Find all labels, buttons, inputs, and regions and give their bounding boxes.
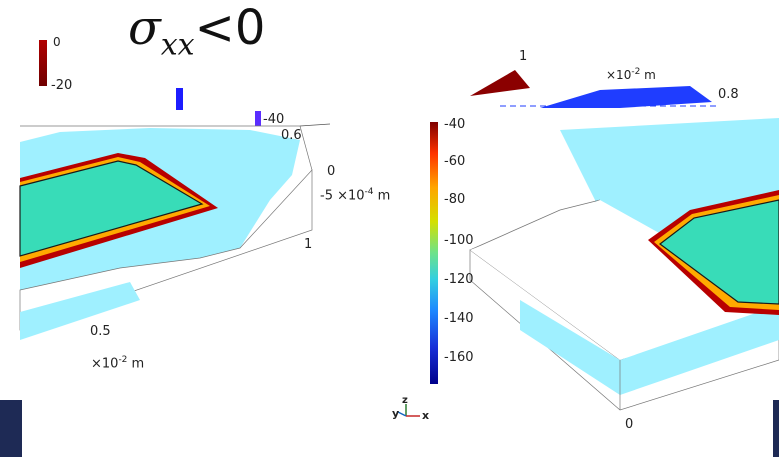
colorbar-label-minus120: -120 <box>444 272 474 287</box>
colorbar-label-minus40: -40 <box>444 117 466 132</box>
right-box-top-left <box>469 199 601 251</box>
axis-triad <box>397 404 420 417</box>
legend-label-minus40: -40 <box>263 112 285 127</box>
left-cyan-lower <box>20 282 140 340</box>
colorbar <box>430 122 438 384</box>
left-depth-unit: -5 ×10-4 m <box>320 187 391 204</box>
left-tick-0-6: 0.6 <box>281 128 302 143</box>
left-sidebar-strip <box>0 400 22 457</box>
legend-label-0: 0 <box>53 35 61 49</box>
colorbar-label-minus100: -100 <box>444 233 474 248</box>
top-right-unit-exp: -2 <box>631 67 641 77</box>
left-depth-unit-text: -5 ×10 <box>320 188 365 204</box>
left-tick-0-5: 0.5 <box>90 324 111 339</box>
top-right-red-wedge <box>470 70 530 96</box>
left-x-unit-text: ×10 <box>91 356 119 372</box>
sigma-symbol: σ <box>128 0 161 56</box>
triad-x-label: x <box>422 409 430 422</box>
colorbar-label-minus80: -80 <box>444 192 466 207</box>
left-x-unit-m: m <box>127 356 145 372</box>
right-3d-view <box>469 118 779 411</box>
left-depth-unit-m: m <box>373 188 391 204</box>
left-depth-unit-exp: -4 <box>364 187 374 197</box>
colorbar-label-minus140: -140 <box>444 311 474 326</box>
left-x-unit-exp: -2 <box>118 355 128 365</box>
left-axis-line <box>299 123 331 127</box>
left-depth-zero: 0 <box>327 164 336 179</box>
top-right-unit-m: m <box>640 68 656 82</box>
legend-swatch-red <box>39 40 47 86</box>
top-right-blue-plate <box>540 86 712 108</box>
legend-swatch-purple <box>255 111 261 126</box>
sigma-xx-title: σxx<0 <box>128 4 265 61</box>
sigma-relation: <0 <box>194 0 266 56</box>
top-right-unit: ×10-2 m <box>606 67 656 82</box>
left-x-unit: ×10-2 m <box>91 355 145 372</box>
top-right-unit-text: ×10 <box>606 68 632 82</box>
top-right-3d-view <box>470 70 720 108</box>
right-tick-0: 0 <box>625 417 634 432</box>
right-plate <box>659 199 779 305</box>
sigma-subscript: xx <box>160 27 195 63</box>
top-right-tick-0-8: 0.8 <box>718 87 739 102</box>
triad-z-label: z <box>402 395 408 406</box>
right-sidebar-strip <box>773 400 779 457</box>
left-tick-1: 1 <box>304 237 313 252</box>
legend-swatch-blue <box>176 88 183 110</box>
colorbar-label-minus60: -60 <box>444 154 466 169</box>
colorbar-label-minus160: -160 <box>444 350 474 365</box>
left-3d-view <box>19 123 331 340</box>
right-box-top <box>470 200 779 360</box>
legend-label-minus20: -20 <box>51 78 73 93</box>
right-cyan-strip <box>520 300 779 395</box>
triad-y-label: y <box>392 407 400 420</box>
top-right-tick-1: 1 <box>519 49 528 64</box>
left-plate <box>19 160 204 257</box>
